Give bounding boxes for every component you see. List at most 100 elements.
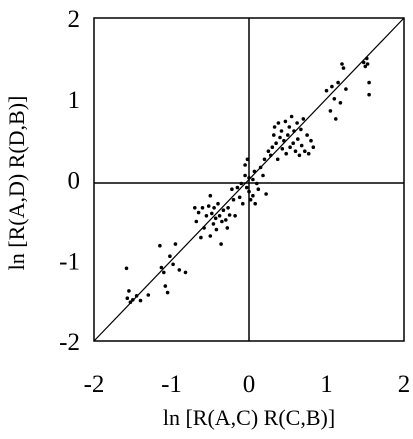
data-point bbox=[173, 242, 178, 246]
data-point bbox=[303, 149, 307, 153]
data-point bbox=[283, 119, 288, 124]
data-point bbox=[282, 138, 286, 143]
data-point bbox=[231, 197, 236, 202]
data-point bbox=[272, 133, 276, 137]
data-point bbox=[367, 92, 371, 97]
data-point bbox=[131, 298, 135, 302]
data-point bbox=[233, 214, 237, 218]
data-point bbox=[219, 242, 223, 246]
data-point bbox=[297, 153, 302, 158]
data-point bbox=[309, 138, 313, 143]
data-point bbox=[264, 192, 268, 196]
data-point bbox=[159, 265, 164, 270]
y-tick-label: 1 bbox=[68, 87, 81, 114]
data-point bbox=[275, 157, 280, 162]
data-point bbox=[168, 254, 172, 258]
data-point bbox=[278, 135, 282, 140]
data-points bbox=[124, 56, 371, 305]
data-point bbox=[252, 169, 257, 174]
data-point bbox=[287, 125, 292, 129]
data-point bbox=[247, 176, 251, 180]
data-point bbox=[332, 97, 337, 101]
data-point bbox=[293, 149, 298, 153]
data-point bbox=[214, 227, 219, 232]
y-tick-labels: -2 -1 0 1 2 bbox=[59, 6, 80, 356]
data-point bbox=[241, 201, 245, 206]
data-point bbox=[225, 226, 230, 230]
data-point bbox=[270, 145, 275, 149]
data-point bbox=[291, 141, 296, 145]
data-point bbox=[272, 125, 277, 129]
data-point bbox=[288, 145, 292, 149]
data-point bbox=[247, 189, 251, 194]
data-point bbox=[268, 153, 273, 158]
data-point bbox=[211, 222, 216, 226]
data-point bbox=[280, 147, 285, 151]
data-point bbox=[220, 219, 224, 224]
data-point bbox=[128, 300, 133, 305]
data-point bbox=[289, 114, 294, 119]
x-tick-label: -2 bbox=[84, 371, 105, 398]
data-point bbox=[237, 195, 242, 200]
data-point bbox=[251, 177, 255, 182]
data-point bbox=[204, 214, 209, 218]
data-point bbox=[216, 201, 220, 206]
y-tick-label: -2 bbox=[59, 329, 80, 356]
data-point bbox=[177, 268, 182, 272]
data-point bbox=[292, 129, 296, 133]
data-point bbox=[208, 234, 213, 238]
data-point bbox=[365, 56, 369, 61]
x-tick-label: -1 bbox=[161, 371, 182, 398]
data-point bbox=[363, 64, 368, 69]
data-point bbox=[217, 214, 222, 218]
data-point bbox=[340, 62, 344, 66]
data-point bbox=[253, 201, 257, 206]
data-point bbox=[221, 208, 226, 212]
data-point bbox=[183, 270, 188, 275]
data-point bbox=[194, 219, 199, 224]
data-point bbox=[248, 197, 253, 202]
data-point bbox=[256, 187, 261, 191]
x-tick-label: 2 bbox=[398, 371, 411, 398]
data-point bbox=[262, 157, 267, 162]
data-point bbox=[266, 149, 271, 153]
data-point bbox=[306, 151, 311, 156]
data-point bbox=[276, 121, 281, 125]
data-point bbox=[193, 206, 197, 210]
data-point bbox=[134, 294, 139, 298]
data-point bbox=[243, 163, 247, 167]
data-point bbox=[279, 129, 284, 133]
data-point bbox=[125, 296, 130, 301]
data-point bbox=[202, 226, 206, 230]
data-point bbox=[361, 60, 366, 65]
data-point bbox=[243, 173, 247, 178]
data-point bbox=[213, 216, 218, 221]
x-axis-title: ln [R(A,C) R(C,B)] bbox=[163, 405, 335, 430]
data-point bbox=[235, 185, 240, 190]
data-point bbox=[146, 293, 151, 297]
data-point bbox=[344, 87, 348, 91]
data-point bbox=[212, 206, 216, 210]
data-point bbox=[261, 173, 265, 178]
data-point bbox=[254, 181, 259, 186]
x-tick-labels: -2 -1 0 1 2 bbox=[84, 371, 411, 398]
data-point bbox=[158, 243, 162, 248]
y-tick-label: -1 bbox=[59, 248, 80, 275]
data-point bbox=[138, 298, 143, 303]
data-point bbox=[165, 290, 170, 295]
data-point bbox=[299, 143, 304, 148]
data-point bbox=[239, 181, 244, 186]
data-point bbox=[296, 137, 300, 141]
data-point bbox=[171, 262, 175, 267]
data-point bbox=[162, 270, 166, 275]
data-point bbox=[127, 289, 131, 293]
data-point bbox=[199, 235, 203, 240]
x-tick-label: 0 bbox=[243, 371, 256, 398]
data-point bbox=[196, 210, 201, 215]
data-point bbox=[284, 151, 289, 156]
data-point bbox=[244, 185, 249, 190]
data-point bbox=[305, 133, 309, 137]
data-point bbox=[226, 206, 230, 210]
data-point bbox=[200, 206, 205, 210]
